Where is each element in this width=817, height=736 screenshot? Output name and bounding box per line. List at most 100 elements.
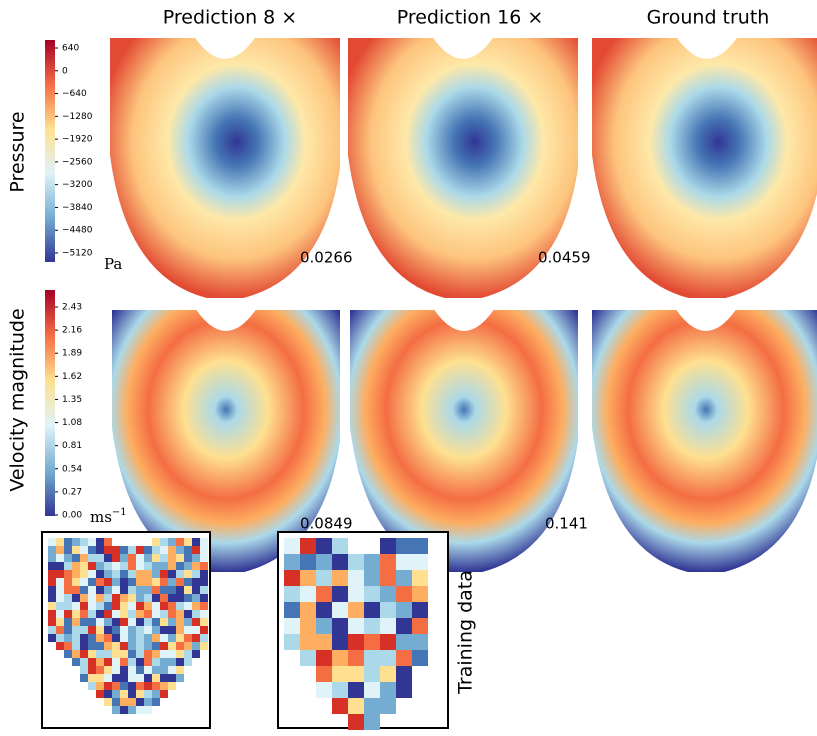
- inset-pixel: [120, 546, 128, 554]
- inset-pixel: [136, 690, 144, 698]
- inset-pixel: [380, 586, 396, 602]
- inset-pixel: [88, 562, 96, 570]
- inset-pixel: [56, 570, 64, 578]
- inset-pixel: [396, 538, 412, 554]
- inset-pixel: [168, 562, 176, 570]
- inset-pixel: [168, 674, 176, 682]
- inset-pixel: [136, 562, 144, 570]
- unit: Pa: [104, 255, 122, 273]
- inset-pixel: [176, 594, 184, 602]
- inset-pixel: [176, 618, 184, 626]
- inset-pixel: [96, 674, 104, 682]
- inset-pixel: [120, 634, 128, 642]
- inset-pixel: [184, 618, 192, 626]
- inset-pixel: [104, 554, 112, 562]
- inset-pixel: [364, 634, 380, 650]
- inset-pixel: [136, 570, 144, 578]
- inset-pixel: [300, 602, 316, 618]
- inset-pixel: [176, 554, 184, 562]
- inset-pixel: [112, 554, 120, 562]
- field-panel: [592, 310, 817, 572]
- inset-pixel: [160, 578, 168, 586]
- inset-pixel: [316, 602, 332, 618]
- inset-pixel: [80, 554, 88, 562]
- inset-pixel: [184, 602, 192, 610]
- inset-pixel: [144, 706, 152, 714]
- inset-pixel: [284, 618, 300, 634]
- inset-pixel: [96, 586, 104, 594]
- inset-pixel: [72, 642, 80, 650]
- error-value: 0.0849: [300, 515, 353, 533]
- inset-pixel: [80, 610, 88, 618]
- inset-pixel: [96, 554, 104, 562]
- colorbar-tick-label: 1.89: [62, 349, 82, 359]
- inset-pixel: [64, 562, 72, 570]
- inset-pixel: [396, 666, 412, 682]
- inset-pixel: [136, 634, 144, 642]
- inset-pixel: [152, 658, 160, 666]
- inset-pixel: [160, 538, 168, 546]
- inset-pixel: [96, 578, 104, 586]
- inset-pixel: [332, 538, 348, 554]
- inset-pixel: [184, 642, 192, 650]
- inset-pixel: [80, 666, 88, 674]
- inset-pixel: [300, 554, 316, 570]
- inset-pixel: [396, 634, 412, 650]
- inset-pixel: [160, 610, 168, 618]
- colorbar-tick-label: −3840: [62, 203, 93, 213]
- inset-pixel: [64, 554, 72, 562]
- inset-pixel: [284, 602, 300, 618]
- inset-pixel: [144, 562, 152, 570]
- inset-pixel: [112, 602, 120, 610]
- inset-pixel: [192, 618, 200, 626]
- inset-pixel: [176, 570, 184, 578]
- inset-pixel: [56, 618, 64, 626]
- inset-pixel: [176, 626, 184, 634]
- inset-pixel: [412, 650, 428, 666]
- inset-pixel: [136, 602, 144, 610]
- inset-pixel: [128, 682, 136, 690]
- inset-pixel: [184, 650, 192, 658]
- inset-pixel: [128, 658, 136, 666]
- inset-pixel: [64, 586, 72, 594]
- inset-pixel: [300, 634, 316, 650]
- inset-pixel: [144, 546, 152, 554]
- inset-pixel: [348, 602, 364, 618]
- inset-pixel: [72, 618, 80, 626]
- inset-pixel: [184, 610, 192, 618]
- inset-pixel: [160, 570, 168, 578]
- inset-pixel: [56, 554, 64, 562]
- inset-pixel: [300, 538, 316, 554]
- inset-pixel: [332, 618, 348, 634]
- inset-pixel: [184, 594, 192, 602]
- colorbar-tick-label: 1.35: [62, 395, 82, 405]
- unit-base: ms: [90, 508, 112, 526]
- inset-pixel: [88, 602, 96, 610]
- inset-pixel: [160, 682, 168, 690]
- inset-pixel: [88, 618, 96, 626]
- inset-pixel: [88, 642, 96, 650]
- inset-pixel: [168, 618, 176, 626]
- inset-pixel: [200, 626, 208, 634]
- inset-pixel: [168, 626, 176, 634]
- inset-pixel: [128, 602, 136, 610]
- inset-pixel: [128, 650, 136, 658]
- inset-pixel: [284, 586, 300, 602]
- inset-pixel: [56, 594, 64, 602]
- column-title: Prediction 8 ×: [163, 7, 297, 29]
- colorbar-tick-label: 0.54: [62, 464, 82, 474]
- inset-pixel: [48, 602, 56, 610]
- inset-pixel: [80, 546, 88, 554]
- inset-pixel: [380, 682, 396, 698]
- inset-pixel: [200, 578, 208, 586]
- inset-pixel: [112, 586, 120, 594]
- inset-pixel: [168, 650, 176, 658]
- inset-pixel: [364, 714, 380, 730]
- inset-pixel: [112, 706, 120, 714]
- inset-pixel: [152, 642, 160, 650]
- inset-pixel: [72, 538, 80, 546]
- inset-pixel: [364, 698, 380, 714]
- inset-pixel: [136, 706, 144, 714]
- inset-pixel: [104, 562, 112, 570]
- inset-pixel: [128, 674, 136, 682]
